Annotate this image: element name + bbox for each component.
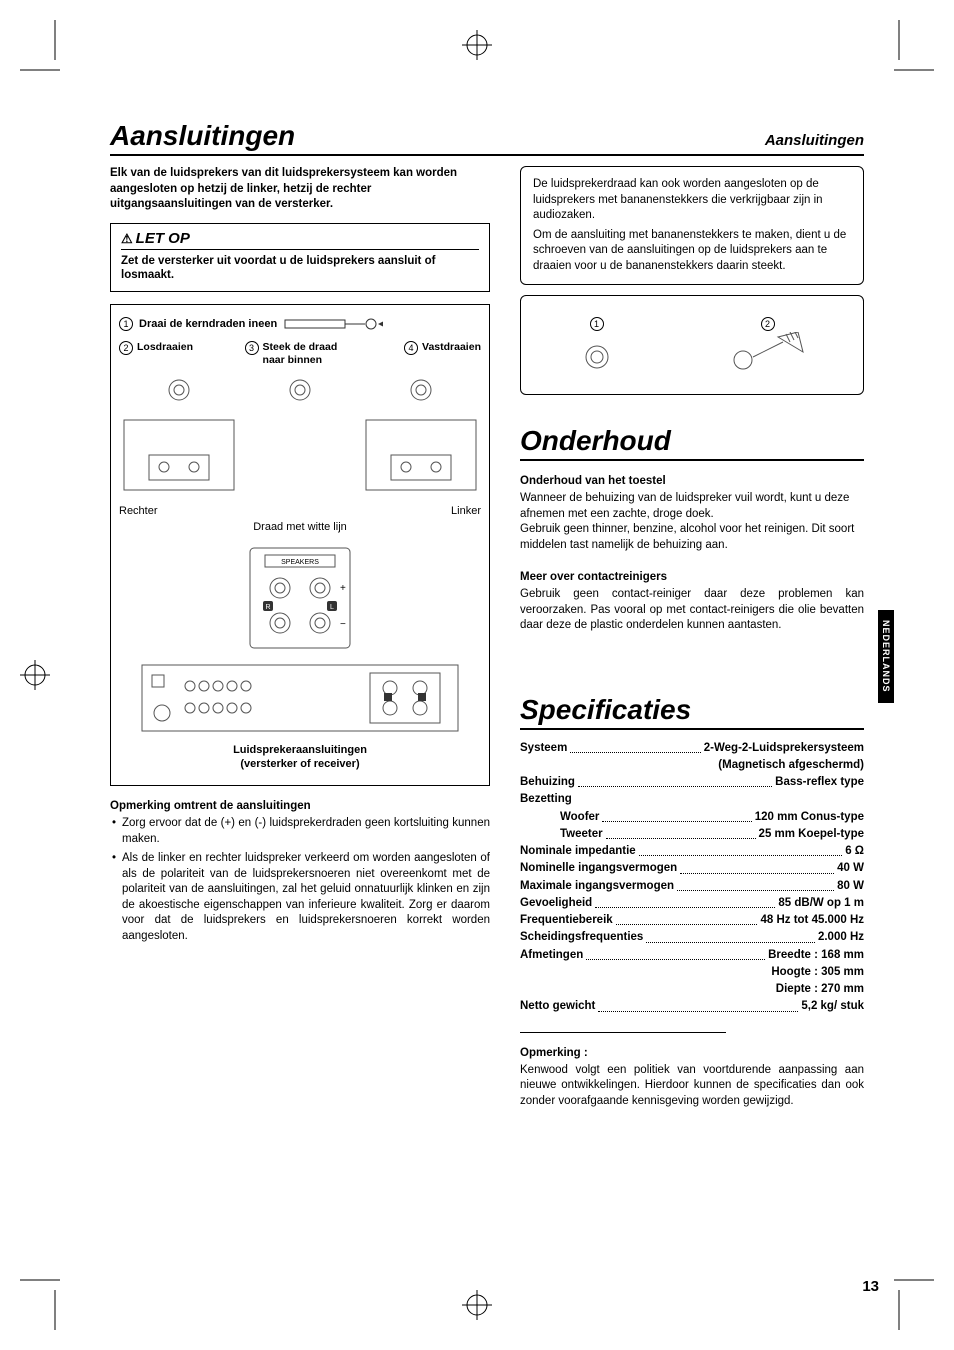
note-bullet-1: Zorg ervoor dat de (+) en (-) luidspreke… bbox=[110, 816, 490, 847]
page-number: 13 bbox=[862, 1278, 879, 1295]
notes-list: Zorg ervoor dat de (+) en (-) luidspreke… bbox=[110, 816, 490, 944]
crop-marks bbox=[0, 0, 954, 1350]
language-tab: NEDERLANDS bbox=[878, 610, 894, 703]
note-bullet-2: Als de linker en rechter luidspreker ver… bbox=[110, 851, 490, 944]
